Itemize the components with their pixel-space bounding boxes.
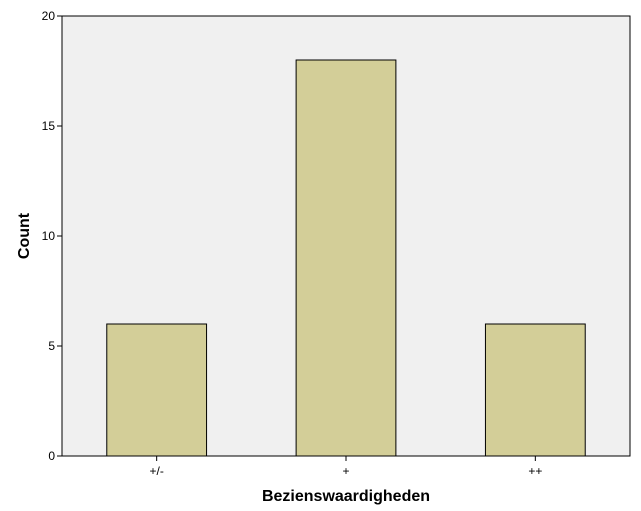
y-axis: 0 5 10 15 20 [42,9,62,463]
bar-2 [484,323,586,457]
y-tick-label: 15 [42,119,56,133]
y-tick-label: 0 [48,449,55,463]
y-tick-label: 5 [48,339,55,353]
y-axis-title: Count [16,212,33,259]
x-axis: +/- + ++ [149,456,542,478]
x-axis-title: Bezienswaardigheden [262,488,430,505]
bars [106,59,586,457]
bar-0 [106,323,208,457]
x-tick-label: +/- [149,464,163,478]
y-tick-label: 10 [42,229,56,243]
y-tick-label: 20 [42,9,56,23]
bar-1 [295,59,397,457]
x-tick-label: ++ [528,464,542,478]
x-tick-label: + [342,464,349,478]
